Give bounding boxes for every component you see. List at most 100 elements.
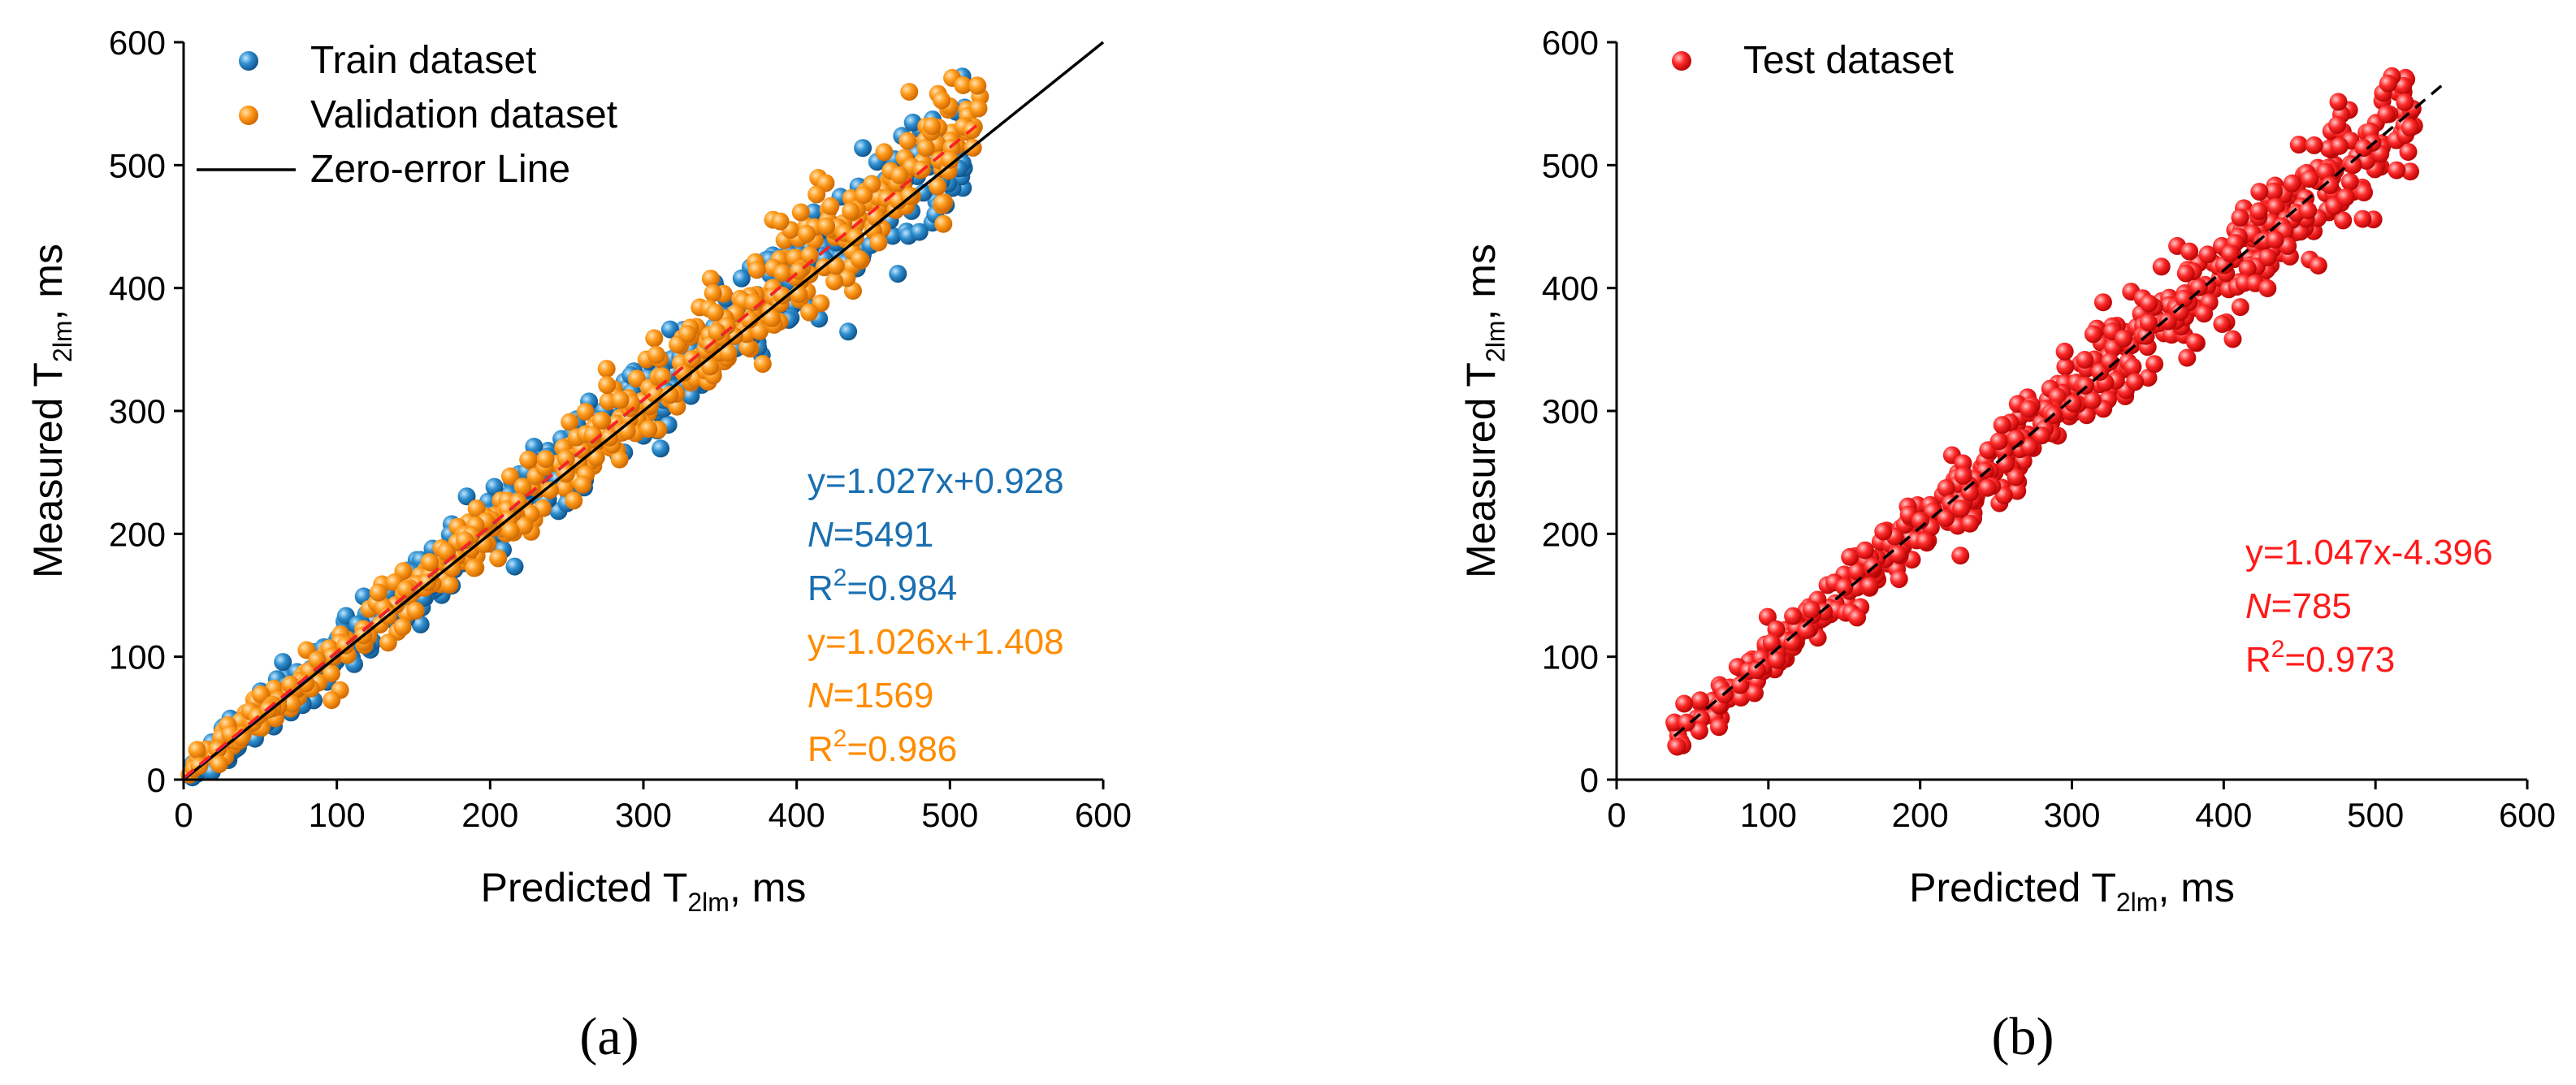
data-point bbox=[2231, 209, 2249, 227]
data-point bbox=[1690, 722, 1708, 740]
data-point bbox=[1710, 718, 1728, 737]
data-point bbox=[842, 201, 860, 220]
data-point bbox=[804, 203, 823, 222]
data-point bbox=[701, 270, 720, 288]
data-point bbox=[2007, 468, 2025, 486]
data-point bbox=[2354, 139, 2373, 158]
data-point bbox=[2266, 197, 2285, 216]
data-point bbox=[2171, 303, 2189, 322]
data-point bbox=[210, 755, 228, 774]
data-point bbox=[556, 478, 574, 497]
annotation-text: y=1.027x+0.928 bbox=[807, 461, 1064, 501]
data-point bbox=[825, 272, 844, 291]
data-point bbox=[2140, 294, 2158, 313]
data-point bbox=[2330, 136, 2349, 155]
data-point bbox=[1835, 577, 1854, 596]
panel-b-annotations: y=1.047x-4.396 N=785 R2=0.973 bbox=[2245, 533, 2493, 680]
data-point bbox=[2033, 426, 2051, 445]
data-point bbox=[2329, 93, 2348, 111]
data-point bbox=[576, 403, 595, 421]
legend-circle-marker bbox=[1672, 51, 1691, 71]
y-tick-label: 200 bbox=[1542, 515, 1599, 553]
data-point bbox=[2344, 156, 2362, 175]
data-point bbox=[954, 76, 972, 94]
data-point bbox=[2401, 162, 2419, 181]
data-point bbox=[2101, 352, 2119, 371]
x-tick-label: 400 bbox=[768, 796, 825, 834]
data-point bbox=[839, 322, 858, 341]
y-tick-label: 500 bbox=[1542, 146, 1599, 184]
y-tick-label: 300 bbox=[1542, 392, 1599, 430]
data-point bbox=[2063, 394, 2082, 413]
annotation-text: N=5491 bbox=[807, 515, 933, 555]
data-point bbox=[846, 228, 864, 247]
panel-a-legend: Train dataset Validation dataset Zero-erro… bbox=[197, 39, 617, 191]
data-point bbox=[732, 269, 751, 287]
zero-error-line bbox=[182, 41, 1105, 781]
data-point bbox=[2334, 211, 2353, 230]
data-point bbox=[753, 355, 772, 374]
data-point bbox=[2299, 201, 2318, 220]
y-tick-label: 0 bbox=[147, 761, 166, 799]
data-point bbox=[610, 450, 629, 469]
y-tick-label: 600 bbox=[1542, 24, 1599, 62]
data-point bbox=[2176, 264, 2195, 283]
legend-label: Validation dataset bbox=[310, 93, 617, 136]
data-point bbox=[660, 386, 679, 404]
data-point bbox=[2076, 351, 2094, 369]
data-point bbox=[678, 325, 697, 344]
data-point bbox=[751, 322, 768, 340]
data-point bbox=[2265, 182, 2283, 201]
data-point bbox=[738, 338, 757, 357]
data-point bbox=[505, 557, 524, 576]
y-tick-label: 600 bbox=[109, 24, 166, 62]
data-point bbox=[2340, 172, 2359, 191]
data-point bbox=[443, 559, 461, 577]
y-tick-label: 100 bbox=[1542, 638, 1599, 677]
data-point bbox=[437, 542, 456, 560]
data-point bbox=[323, 664, 340, 683]
data-point bbox=[826, 257, 845, 275]
data-point bbox=[2353, 210, 2372, 228]
data-point bbox=[2399, 143, 2418, 161]
data-point bbox=[519, 450, 538, 469]
data-point bbox=[323, 691, 341, 710]
data-point bbox=[2195, 305, 2214, 323]
data-point bbox=[791, 203, 810, 222]
annotation-text: y=1.026x+1.408 bbox=[807, 622, 1064, 662]
data-point bbox=[2178, 348, 2197, 367]
data-point bbox=[2249, 202, 2268, 221]
data-point bbox=[597, 360, 616, 378]
data-point bbox=[639, 420, 658, 439]
data-point bbox=[440, 575, 459, 594]
data-point bbox=[2316, 162, 2335, 181]
x-tick-label: 300 bbox=[2043, 796, 2100, 834]
data-point bbox=[1678, 713, 1696, 732]
data-point bbox=[1762, 633, 1781, 652]
data-point bbox=[2055, 342, 2074, 361]
data-point bbox=[2124, 357, 2142, 376]
data-point bbox=[1889, 545, 1907, 564]
data-point bbox=[933, 91, 951, 110]
data-point bbox=[807, 185, 826, 204]
y-tick-label: 400 bbox=[109, 270, 166, 308]
y-tick-label: 0 bbox=[1580, 761, 1599, 799]
data-point bbox=[467, 499, 486, 518]
data-point bbox=[817, 217, 836, 236]
data-point bbox=[2283, 174, 2301, 192]
y-tick-label: 200 bbox=[109, 515, 166, 553]
data-point bbox=[1855, 541, 1874, 560]
data-point bbox=[889, 265, 907, 283]
data-point bbox=[536, 450, 555, 469]
data-point bbox=[411, 615, 430, 633]
annotation-text: N=785 bbox=[2245, 586, 2352, 626]
data-point bbox=[1937, 479, 1955, 497]
panel-a-y-axis-title: Measured T2lm, ms bbox=[25, 244, 77, 578]
data-point bbox=[485, 478, 504, 496]
data-point bbox=[854, 139, 872, 158]
x-tick-label: 400 bbox=[2195, 796, 2252, 834]
panel-a: 0 100 200 300 400 500 600 0 100 200 300 400 500 600 T… bbox=[25, 24, 1132, 1066]
data-point bbox=[2396, 93, 2414, 111]
data-point bbox=[916, 138, 935, 157]
